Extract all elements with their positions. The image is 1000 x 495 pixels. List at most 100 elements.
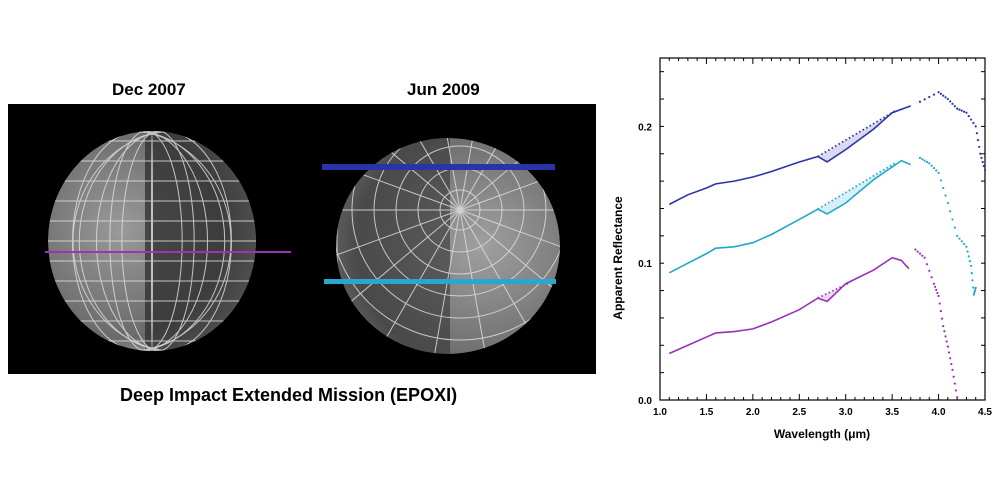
- plot-frame: [659, 57, 986, 401]
- x-tick-label: 1.0: [653, 407, 667, 418]
- data-point-0: [982, 164, 985, 168]
- data-point-0: [974, 125, 977, 128]
- data-point-0: [981, 160, 984, 164]
- data-point-2: [951, 368, 954, 372]
- data-point-1: [946, 201, 949, 205]
- data-point-0: [951, 102, 954, 105]
- data-point-1: [972, 293, 975, 296]
- data-point-0: [969, 118, 973, 121]
- globe-images: [45, 131, 560, 354]
- data-point-2: [933, 285, 937, 288]
- right-image-title: Jun 2009: [407, 80, 480, 99]
- data-point-1: [968, 260, 972, 263]
- data-point-1: [956, 234, 959, 237]
- data-point-2: [952, 375, 955, 378]
- data-point-2: [918, 252, 922, 255]
- series-line-0: [668, 105, 911, 206]
- absorption-band-1: [817, 161, 897, 214]
- data-point-1: [918, 156, 922, 159]
- data-point-1: [939, 179, 942, 182]
- data-point-2: [923, 256, 926, 259]
- data-point-0: [976, 138, 980, 142]
- data-point-1: [932, 167, 936, 170]
- data-point-1: [967, 255, 970, 258]
- data-point-0: [975, 132, 978, 135]
- figure-caption: Deep Impact Extended Mission (EPOXI): [120, 385, 458, 405]
- data-point-2: [921, 254, 924, 257]
- series-line-1: [668, 159, 912, 274]
- globe-images-panel: [8, 104, 596, 374]
- data-point-1: [921, 158, 924, 161]
- data-point-0: [958, 108, 961, 111]
- data-point-1: [960, 240, 963, 243]
- continuum-line-1: [817, 161, 898, 210]
- data-point-2: [940, 317, 944, 320]
- series-line-2: [668, 256, 910, 355]
- data-point-1: [970, 272, 973, 275]
- data-point-2: [954, 389, 958, 392]
- data-point-2: [945, 340, 948, 343]
- data-point-1: [972, 286, 975, 289]
- upper-track-line: [322, 164, 555, 170]
- data-point-1: [942, 186, 945, 190]
- data-point-0: [965, 111, 968, 114]
- data-point-0: [949, 100, 952, 103]
- data-point-2: [947, 351, 951, 354]
- data-point-2: [949, 357, 952, 360]
- data-point-1: [969, 264, 973, 268]
- x-tick-label: 1.5: [699, 407, 713, 418]
- data-point-2: [928, 269, 931, 272]
- data-point-0: [967, 115, 970, 118]
- data-point-1: [966, 250, 969, 253]
- data-point-1: [953, 226, 956, 229]
- data-point-0: [960, 109, 963, 112]
- data-point-2: [925, 263, 929, 266]
- data-point-1: [949, 210, 952, 213]
- data-point-2: [914, 248, 917, 251]
- data-point-1: [963, 242, 966, 246]
- y-tick-label: 0.0: [638, 396, 652, 407]
- left-image-title: Dec 2007: [112, 80, 186, 99]
- data-point-2: [932, 282, 936, 285]
- data-point-1: [974, 288, 977, 291]
- data-point-1: [930, 164, 933, 167]
- data-point-1: [925, 160, 929, 164]
- continuum-line-0: [817, 109, 898, 158]
- data-point-0: [979, 152, 982, 155]
- x-axis-label: Wavelength (μm): [774, 427, 870, 441]
- data-point-2: [936, 291, 939, 295]
- data-point-0: [956, 107, 959, 110]
- data-point-2: [946, 345, 949, 348]
- y-tick-label: 0.2: [638, 122, 652, 133]
- data-point-1: [944, 194, 947, 197]
- data-point-0: [983, 169, 987, 172]
- data-point-0: [937, 91, 940, 94]
- data-point-0: [972, 121, 975, 125]
- data-point-2: [938, 302, 941, 305]
- data-point-2: [916, 250, 919, 253]
- data-point-1: [973, 290, 976, 293]
- data-point-2: [944, 335, 947, 338]
- data-point-2: [956, 396, 959, 399]
- data-point-2: [930, 276, 933, 279]
- data-point-1: [923, 159, 926, 162]
- data-point-2: [937, 294, 940, 298]
- y-axis-label: Apparent Reflectance: [611, 196, 625, 320]
- data-point-2: [943, 330, 946, 333]
- data-point-1: [965, 245, 968, 248]
- x-tick-label: 3.0: [839, 407, 853, 418]
- x-tick-label: 3.5: [885, 407, 899, 418]
- data-point-0: [939, 92, 942, 96]
- data-point-2: [942, 325, 945, 328]
- data-point-0: [942, 94, 945, 97]
- data-point-0: [946, 97, 949, 101]
- absorption-band-2: [817, 282, 851, 302]
- data-point-2: [939, 309, 942, 313]
- x-tick-label: 2.0: [746, 407, 760, 418]
- x-tick-label: 4.5: [978, 407, 992, 418]
- data-point-1: [951, 218, 954, 221]
- data-point-0: [980, 156, 983, 159]
- data-point-0: [978, 145, 981, 149]
- lower-track-line: [324, 279, 556, 284]
- data-point-0: [963, 110, 966, 113]
